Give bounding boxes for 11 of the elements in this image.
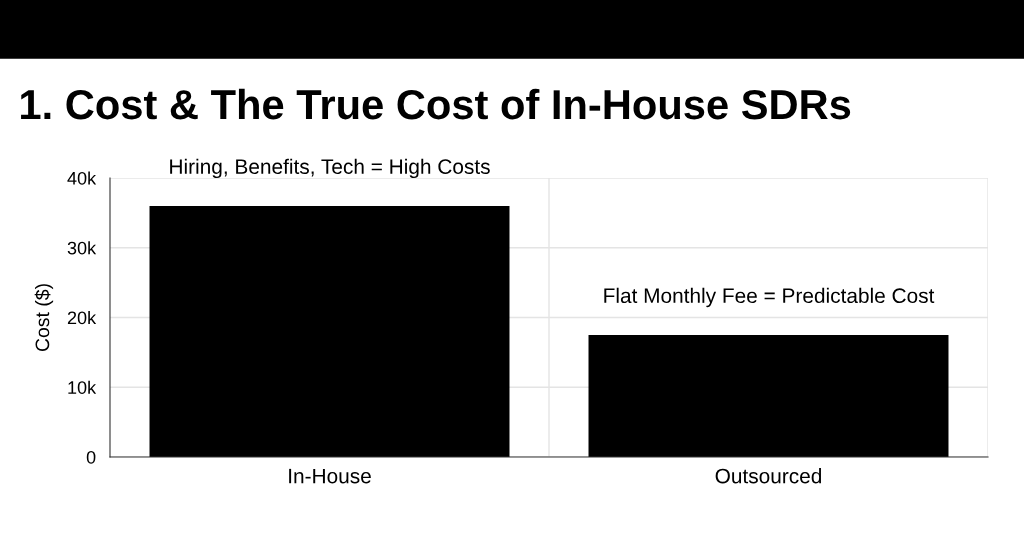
annotation: Flat Monthly Fee = Predictable Cost xyxy=(604,287,935,308)
y-tick-label: 40k xyxy=(67,171,97,185)
x-tick-label: In-House xyxy=(289,468,371,484)
y-tick-label: 30k xyxy=(67,241,97,255)
y-tick-label: 10k xyxy=(68,380,97,394)
x-tick-label: Outsourced xyxy=(715,468,822,484)
y-axis-title: Cost ($) xyxy=(34,284,54,352)
y-tick-label: 20k xyxy=(67,310,97,325)
y-tick-label: 0 xyxy=(86,450,96,464)
chart-title: 1. Cost & The True Cost of In-House SDRs xyxy=(21,88,851,120)
annotation: Hiring, Benefits, Tech = High Costs xyxy=(170,158,490,179)
